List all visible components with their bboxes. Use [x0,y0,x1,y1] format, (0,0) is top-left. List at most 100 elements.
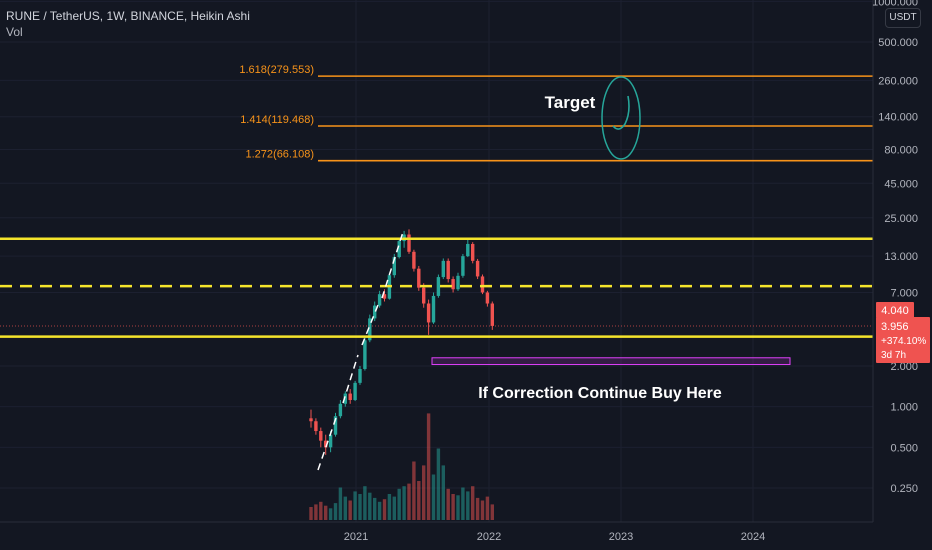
volume-bar [485,496,490,520]
buy-zone-box [431,357,791,366]
y-tick-label: 260.000 [878,75,918,87]
volume-bar [333,503,338,520]
y-tick-label: 80.000 [884,145,918,157]
volume-bar [407,483,411,520]
y-tick-label: 0.250 [890,483,918,495]
current-price-tag [876,317,930,363]
y-tick-label: 25.000 [884,213,918,225]
candle-body [490,303,494,326]
fib-level-label: 1.272(66.108) [246,149,315,161]
candle-body [309,418,313,422]
candle-body [324,440,328,448]
volume-series [309,413,494,520]
volume-bar [451,494,455,520]
fib-level-label: 1.618(279.553) [239,64,314,76]
volume-bar [358,494,362,520]
volume-bar [373,497,377,520]
volume-bar [426,413,431,520]
price-tags: 4.040 3.956 +374.10% 3d 7h [0,302,930,363]
volume-bar [441,465,445,520]
candle-body [328,434,333,448]
volume-bar [480,500,485,520]
candle-body [422,287,426,304]
volume-bar [363,486,367,520]
candle-body [436,277,441,296]
candle-body [466,243,470,257]
x-tick-label: 2023 [609,531,633,543]
volume-bar [343,496,347,520]
last-price-value: 4.040 [881,305,909,317]
candle-body [426,303,431,323]
volume-bar [402,486,406,520]
last-price-tag [876,302,914,318]
x-tick-label: 2022 [477,531,501,543]
price-axis[interactable]: 1000.000 500.000 260.000 140.000 80.000 45.00… [872,0,918,522]
volume-bar [348,500,352,520]
candle-body [377,294,382,306]
volume-bar [368,492,372,520]
candle-body [392,257,396,276]
volume-bar [471,486,475,520]
volume-bar [319,501,323,520]
volume-bar [328,508,333,520]
target-annotation: Target [545,93,596,112]
candle-body [446,260,450,280]
y-tick-label: 500.000 [878,37,918,49]
candle-body [368,318,372,341]
candle-body [475,260,480,277]
volume-bar [382,499,387,520]
candle-body [382,294,387,299]
volume-bar [353,491,357,520]
trendline [317,231,404,471]
bar-countdown: 3d 7h [881,350,906,361]
chart-header: RUNE / TetherUS, 1W, BINANCE, Heikin Ash… [6,8,250,40]
candle-body [338,403,343,417]
y-tick-label: 1000.000 [872,0,918,8]
volume-bar [377,501,382,520]
price-change-percent: +374.10% [881,336,926,347]
y-tick-label: 2.000 [890,361,918,373]
x-tick-label: 2021 [344,531,368,543]
candle-body [353,382,357,401]
buy-zone-annotation: If Correction Continue Buy Here [478,385,722,402]
candle-body [417,268,421,288]
volume-bar [475,497,480,520]
candle-body [319,431,323,441]
y-tick-label: 13.000 [884,251,918,263]
candle-body [348,393,352,401]
candle-body [480,276,485,293]
target-circle [601,76,641,160]
volume-bar [461,487,465,520]
volume-bar [324,505,328,520]
volume-bar [446,488,450,520]
volume-bar [436,448,441,520]
volume-bar [314,504,318,520]
y-tick-label: 7.000 [890,287,918,299]
candle-body [314,421,318,432]
fib-level-label: 1.414(119.468) [240,114,314,126]
candle-body [485,292,490,304]
candle-body [373,305,377,319]
x-tick-label: 2024 [741,531,765,543]
volume-indicator-label[interactable]: Vol [6,25,23,39]
y-tick-label: 140.000 [878,112,918,124]
drawings-layer[interactable]: 1.618(279.553) 1.414(119.468) 1.272(66.108… [0,64,873,471]
currency-badge[interactable]: USDT [885,8,921,28]
time-axis[interactable]: 2021 2022 2023 2024 [0,521,873,543]
volume-bar [422,465,426,520]
current-price-value: 3.956 [881,321,909,333]
candle-body [397,241,401,258]
symbol-title[interactable]: RUNE / TetherUS, 1W, BINANCE, Heikin Ash… [6,9,250,23]
grid [0,0,873,522]
volume-bar [456,495,460,520]
volume-bar [338,487,343,520]
candle-body [333,416,338,435]
volume-bar [466,491,470,520]
candle-body [363,340,367,369]
candle-body [441,260,445,278]
volume-bar [309,507,313,520]
volume-bar [392,496,396,520]
volume-bar [417,481,421,520]
